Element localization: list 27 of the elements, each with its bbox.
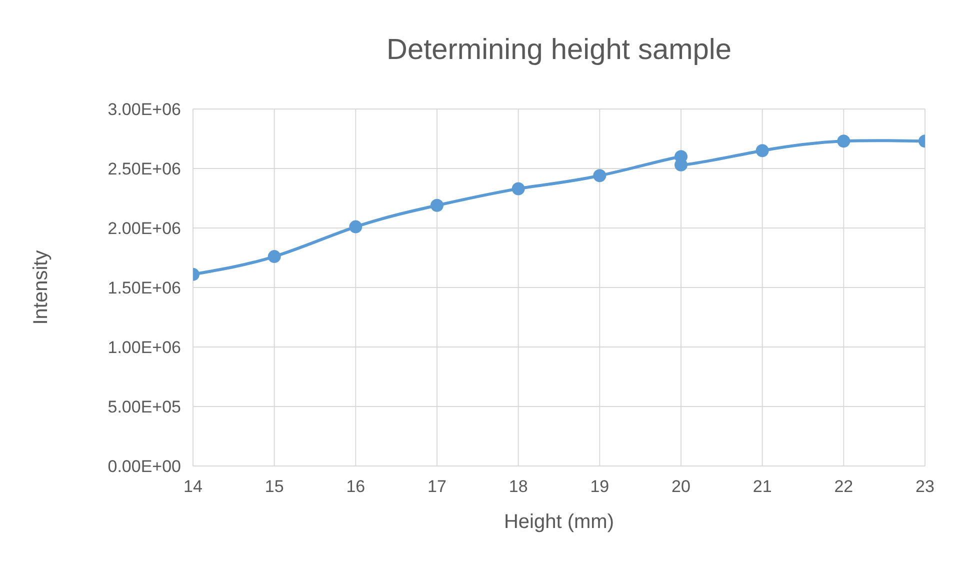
point [512, 182, 525, 196]
x-tick-label: 23 [916, 477, 934, 496]
x-tick-label: 21 [752, 477, 772, 496]
x-tick-label: 18 [508, 477, 528, 496]
y-tick-label: 1.50E+06 [108, 278, 181, 298]
chart-title: Determining height sample [386, 34, 732, 67]
x-tick-label: 19 [590, 477, 610, 496]
y-tick-label: 2.50E+06 [108, 160, 181, 179]
x-tick-label: 20 [672, 477, 690, 496]
point [756, 144, 769, 158]
y-tick-label: 0.00E+00 [108, 457, 181, 476]
point [593, 169, 606, 182]
y-tick-label: 5.00E+05 [108, 398, 181, 417]
x-tick-label: 16 [346, 477, 366, 496]
point [349, 220, 362, 234]
x-tick-label: 17 [428, 477, 446, 496]
y-tick-label: 2.00E+06 [108, 219, 181, 238]
point [837, 134, 850, 148]
y-tick-label: 1.00E+06 [108, 338, 181, 358]
point [430, 198, 444, 212]
y-tick-label: 3.00E+06 [108, 100, 181, 120]
point [268, 250, 281, 264]
x-tick-label: 15 [264, 477, 284, 496]
x-axis-title: Height (mm) [504, 511, 614, 534]
x-tick-label: 22 [834, 477, 854, 496]
y-axis-title: Intensity [30, 250, 52, 325]
x-tick-label: 14 [184, 477, 202, 496]
